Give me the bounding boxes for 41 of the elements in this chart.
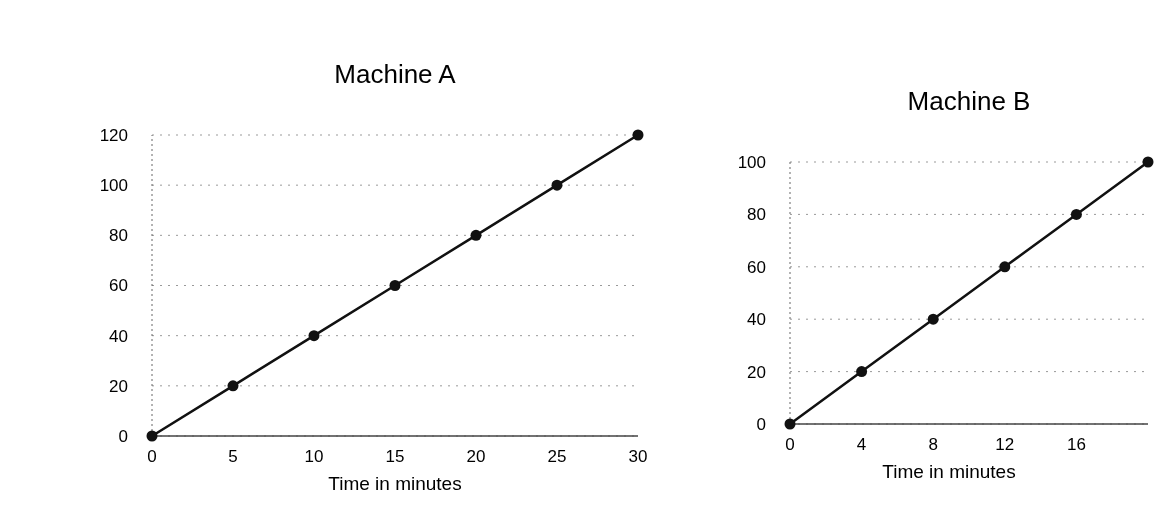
y-tick-label: 40: [747, 310, 766, 330]
x-tick-label: 4: [856, 435, 867, 454]
chart-title: Machine A: [334, 59, 457, 89]
point: [470, 229, 482, 241]
point: [784, 418, 796, 430]
point: [227, 380, 239, 392]
x-axis-title: Time in minutes: [882, 461, 1016, 482]
y-tick-label: 0: [756, 414, 766, 434]
y-tick-label: 100: [99, 176, 128, 196]
point: [1142, 156, 1154, 168]
y-tick-label: 80: [109, 226, 128, 246]
x-axis-title: Time in minutes: [328, 473, 462, 494]
y-tick-label: 40: [109, 326, 128, 346]
x-tick-label: 16: [1066, 435, 1086, 454]
point: [632, 129, 644, 141]
point: [1070, 208, 1082, 220]
x-tick-label: 25: [547, 447, 567, 466]
x-tick-label: 20: [466, 447, 486, 466]
y-tick-label: 60: [109, 276, 128, 296]
point: [551, 179, 563, 191]
x-tick-label: 30: [628, 447, 648, 466]
y-tick-label: 80: [747, 205, 766, 225]
y-tick-label: 100: [737, 152, 766, 172]
y-tick-label: 20: [747, 362, 766, 382]
x-tick-label: 5: [228, 447, 238, 466]
x-tick-label: 8: [928, 435, 938, 454]
point: [999, 261, 1011, 273]
y-tick-label: 120: [99, 125, 128, 145]
point: [308, 330, 320, 342]
point: [927, 313, 939, 325]
y-tick-label: 60: [747, 257, 766, 277]
chart-title: Machine B: [907, 86, 1031, 116]
x-tick-label: 10: [304, 447, 324, 466]
point: [146, 430, 158, 442]
x-tick-label: 0: [147, 447, 157, 466]
point: [389, 280, 401, 291]
x-tick-label: 0: [785, 435, 795, 454]
x-tick-label: 12: [995, 435, 1015, 454]
x-tick-label: 15: [385, 447, 405, 466]
point: [856, 366, 868, 378]
y-tick-label: 20: [109, 376, 128, 396]
